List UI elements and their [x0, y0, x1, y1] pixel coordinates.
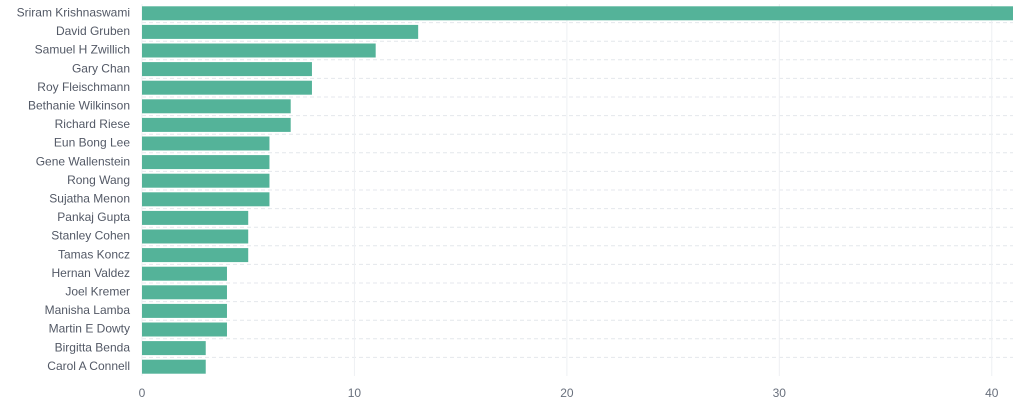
y-tick-label: Birgitta Benda: [55, 340, 131, 354]
x-tick-label: 10: [348, 386, 362, 400]
bar: [142, 136, 270, 151]
y-tick-label: Gene Wallenstein: [36, 154, 130, 168]
bar: [142, 266, 227, 281]
bar: [142, 285, 227, 300]
bar: [142, 192, 270, 207]
bar: [142, 24, 419, 39]
y-tick-label: Hernan Valdez: [52, 266, 131, 280]
bar: [142, 210, 249, 225]
y-tick-label: Joel Kremer: [65, 284, 130, 298]
y-tick-label: Bethanie Wilkinson: [28, 98, 130, 112]
bar: [142, 6, 1013, 21]
y-tick-label: Gary Chan: [72, 61, 130, 75]
x-tick-label: 30: [773, 386, 787, 400]
y-tick-label: Manisha Lamba: [45, 303, 131, 317]
y-tick-label: Martin E Dowty: [49, 322, 130, 336]
x-tick-label: 40: [985, 386, 999, 400]
bar: [142, 43, 376, 58]
x-tick-label: 0: [139, 386, 146, 400]
bar: [142, 62, 312, 77]
y-tick-label: Rong Wang: [67, 173, 130, 187]
y-tick-label: Eun Bong Lee: [54, 136, 130, 150]
y-tick-label: David Gruben: [56, 24, 130, 38]
y-tick-label: Stanley Cohen: [51, 229, 130, 243]
bar: [142, 303, 227, 318]
bar: [142, 229, 249, 244]
bar: [142, 173, 270, 188]
bar: [142, 341, 206, 356]
bar: [142, 80, 312, 95]
bar: [142, 99, 291, 114]
y-tick-label: Samuel H Zwillich: [35, 43, 130, 57]
y-tick-label: Pankaj Gupta: [57, 210, 130, 224]
bar: [142, 248, 249, 263]
bar: [142, 155, 270, 170]
bar: [142, 359, 206, 374]
y-tick-label: Tamas Koncz: [58, 247, 130, 261]
y-tick-label: Roy Fleischmann: [37, 80, 130, 94]
y-tick-label: Sujatha Menon: [49, 191, 130, 205]
bar: [142, 322, 227, 337]
y-tick-label: Sriram Krishnaswami: [17, 5, 130, 19]
y-tick-label: Carol A Connell: [47, 359, 130, 373]
bar: [142, 117, 291, 132]
y-tick-label: Richard Riese: [55, 117, 131, 131]
x-tick-label: 20: [560, 386, 574, 400]
